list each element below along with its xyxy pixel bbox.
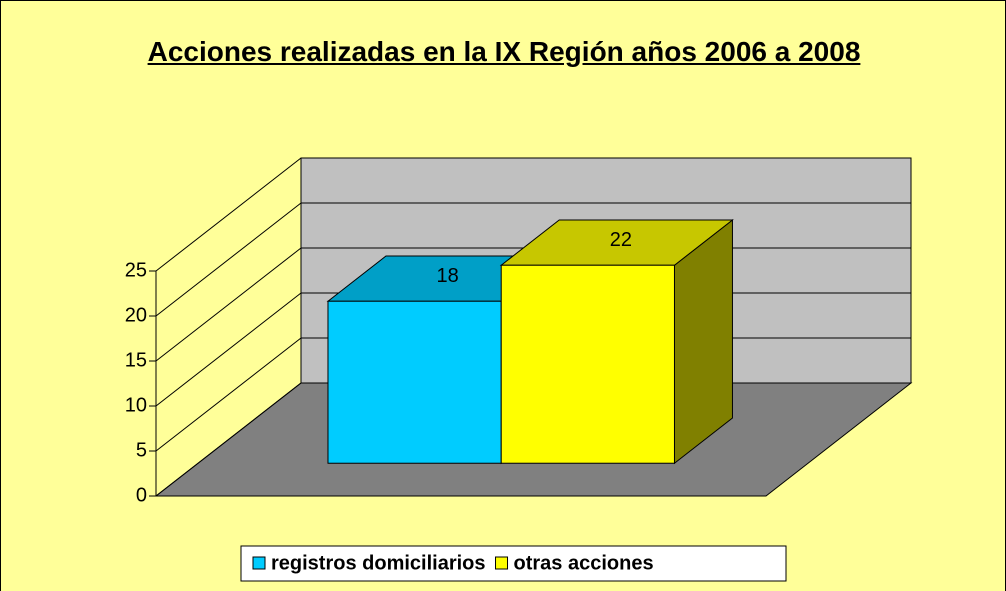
legend-swatch bbox=[252, 556, 266, 570]
grid-line bbox=[155, 292, 302, 407]
legend-swatch bbox=[495, 556, 509, 570]
y-tick-label: 0 bbox=[136, 484, 147, 506]
legend-label: otras acciones bbox=[514, 552, 654, 574]
y-tick-label: 20 bbox=[125, 304, 147, 326]
grid-line bbox=[155, 157, 302, 272]
grid-line bbox=[155, 382, 302, 497]
chart-title: Acciones realizadas en la IX Región años… bbox=[147, 36, 861, 67]
grid-line bbox=[155, 337, 302, 452]
y-tick-label: 15 bbox=[125, 349, 147, 371]
legend bbox=[240, 545, 787, 582]
data-label: 22 bbox=[610, 229, 632, 251]
legend-label: registros domiciliarios bbox=[271, 552, 486, 574]
data-label: 18 bbox=[436, 265, 458, 287]
y-tick-label: 25 bbox=[125, 259, 147, 281]
y-tick-label: 5 bbox=[136, 439, 147, 461]
y-tick-label: 10 bbox=[125, 394, 147, 416]
bar bbox=[327, 300, 502, 464]
grid-line bbox=[155, 247, 302, 362]
bar bbox=[500, 264, 675, 464]
grid-line bbox=[155, 202, 302, 317]
